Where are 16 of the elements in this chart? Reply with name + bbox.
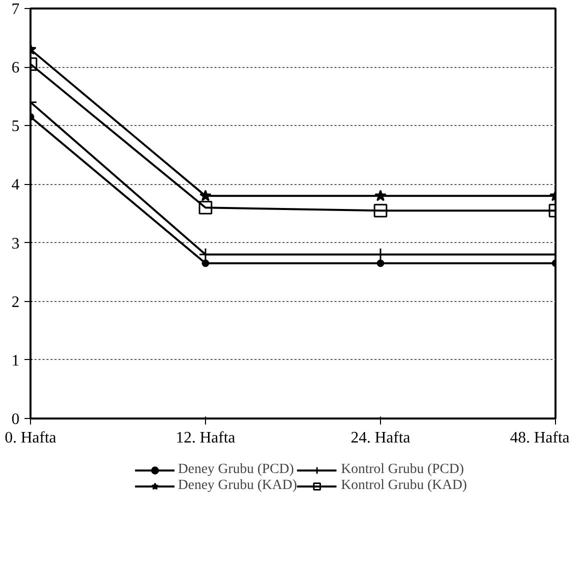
y-tick-label: 3 [12, 235, 20, 252]
legend-label: Deney Grubu (KAD) [178, 478, 297, 494]
x-tick-label: 0. Hafta [4, 430, 56, 446]
y-tick-label: 5 [12, 118, 20, 136]
y-tick-label: 4 [12, 176, 20, 194]
y-tick-label: 7 [12, 1, 20, 18]
y-tick-label: 6 [12, 60, 20, 77]
legend-label: Deney Grubu (PCD) [178, 462, 294, 478]
x-tick-label: 12. Hafta [176, 430, 236, 446]
x-tick-label: 24. Hafta [350, 430, 410, 446]
legend-label: Kontrol Grubu (PCD) [340, 462, 464, 478]
y-tick-label: 2 [12, 294, 20, 311]
y-tick-label: 0 [12, 411, 20, 428]
x-tick-label: 48. Hafta [510, 430, 570, 446]
legend-label: Kontrol Grubu (KAD) [340, 478, 467, 494]
y-tick-label: 1 [12, 352, 20, 370]
